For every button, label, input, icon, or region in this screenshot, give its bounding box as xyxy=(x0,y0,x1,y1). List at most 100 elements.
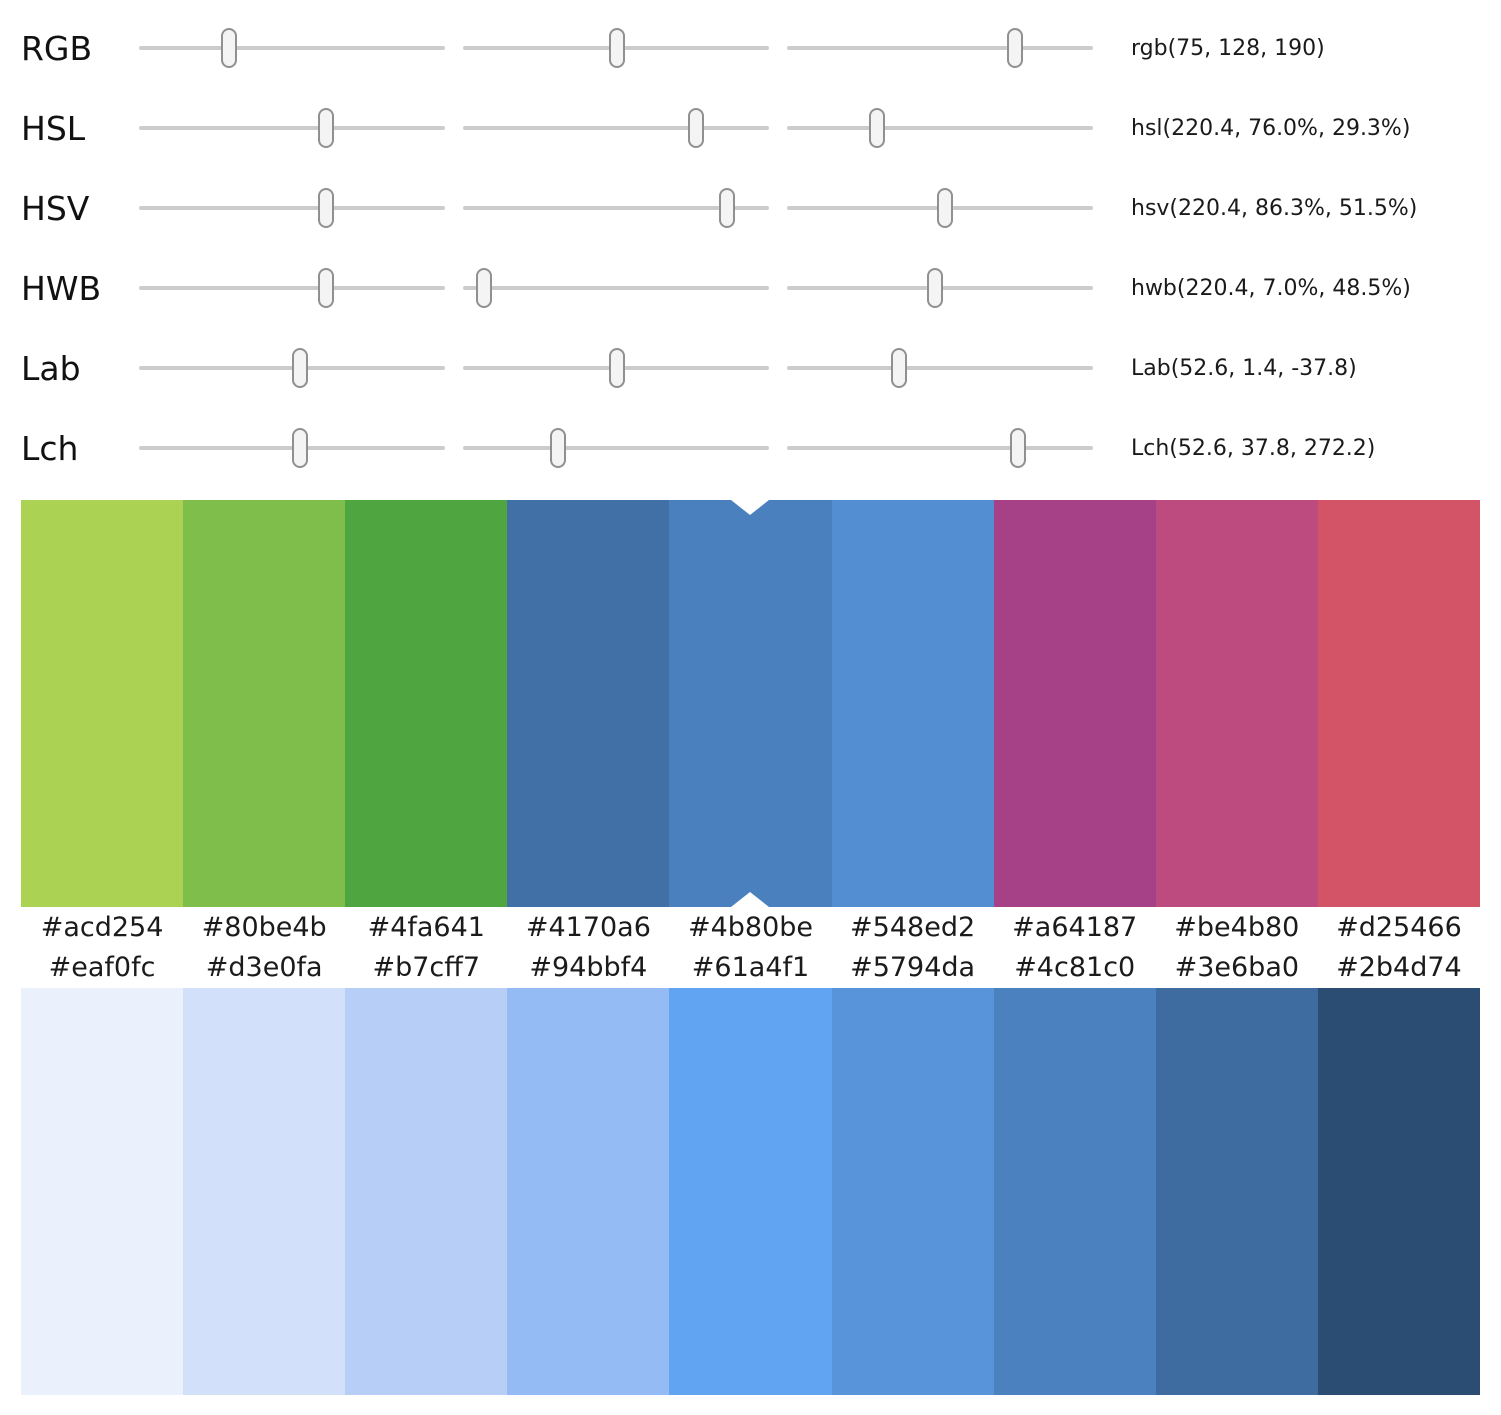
palette-bottom-hex-labels: #eaf0fc #d3e0fa #b7cff7 #94bbf4 #61a4f1 … xyxy=(21,947,1480,988)
slider-thumb[interactable] xyxy=(868,108,885,148)
slider-row-label: HSL xyxy=(21,108,86,148)
slider-track[interactable] xyxy=(787,446,1093,450)
slider-track[interactable] xyxy=(463,206,769,210)
slider-track[interactable] xyxy=(787,126,1093,130)
palette-bottom-swatch[interactable] xyxy=(345,988,508,1395)
selected-indicator-notch-top xyxy=(731,500,770,515)
slider-thumb[interactable] xyxy=(291,428,308,468)
rgb-r-slider[interactable] xyxy=(139,24,445,72)
hsl-l-slider[interactable] xyxy=(787,104,1093,152)
palette-top-hex-labels: #acd254 #80be4b #4fa641 #4170a6 #4b80be … xyxy=(21,907,1480,947)
hex-label: #61a4f1 xyxy=(691,952,810,983)
slider-row-label: Lch xyxy=(21,428,79,468)
hex-label: #be4b80 xyxy=(1174,911,1300,943)
palette-bottom-swatch[interactable] xyxy=(1155,988,1318,1395)
slider-thumb[interactable] xyxy=(291,348,308,388)
hex-label: #d3e0fa xyxy=(205,952,323,983)
slider-thumb[interactable] xyxy=(1010,428,1027,468)
slider-track[interactable] xyxy=(787,366,1093,370)
color-value-text: hsl(220.4, 76.0%, 29.3%) xyxy=(1131,115,1411,141)
palette-top-swatch[interactable] xyxy=(1155,500,1318,907)
palette-bottom-swatch[interactable] xyxy=(993,988,1156,1395)
rgb-g-slider[interactable] xyxy=(463,24,769,72)
hwb-h-slider[interactable] xyxy=(139,264,445,312)
slider-section: RGB rgb(75, 128, 190) HSL xyxy=(0,0,1501,488)
hex-label: #2b4d74 xyxy=(1336,952,1462,983)
hex-label: #3e6ba0 xyxy=(1174,952,1300,983)
palette-top-swatch[interactable] xyxy=(1317,500,1480,907)
palette-bottom-swatch[interactable] xyxy=(507,988,670,1395)
slider-track[interactable] xyxy=(463,446,769,450)
slider-thumb[interactable] xyxy=(687,108,704,148)
slider-row-label: HSV xyxy=(21,188,90,228)
slider-row-label: HWB xyxy=(21,268,102,308)
palette-top xyxy=(21,500,1480,907)
slider-thumb[interactable] xyxy=(719,188,736,228)
slider-thumb[interactable] xyxy=(608,348,625,388)
hex-label: #acd254 xyxy=(40,911,164,943)
palette-bottom-swatch[interactable] xyxy=(21,988,184,1395)
color-value-text: hsv(220.4, 86.3%, 51.5%) xyxy=(1131,195,1418,221)
slider-row-lch: Lch Lch(52.6, 37.8, 272.2) xyxy=(0,408,1501,488)
palette-top-swatch[interactable] xyxy=(831,500,994,907)
slider-thumb[interactable] xyxy=(318,188,335,228)
palette-bottom xyxy=(21,988,1480,1395)
rgb-b-slider[interactable] xyxy=(787,24,1093,72)
palette-bottom-swatch[interactable] xyxy=(669,988,832,1395)
hsv-v-slider[interactable] xyxy=(787,184,1093,232)
lab-b-slider[interactable] xyxy=(787,344,1093,392)
palette-top-swatch[interactable] xyxy=(183,500,346,907)
palette-top-swatch[interactable] xyxy=(21,500,184,907)
palette-bottom-swatch[interactable] xyxy=(1317,988,1480,1395)
slider-thumb[interactable] xyxy=(1006,28,1023,68)
hex-label: #4fa641 xyxy=(367,911,485,943)
slider-row-hsl: HSL hsl(220.4, 76.0%, 29.3%) xyxy=(0,88,1501,168)
slider-thumb[interactable] xyxy=(608,28,625,68)
lch-l-slider[interactable] xyxy=(139,424,445,472)
color-value-text: hwb(220.4, 7.0%, 48.5%) xyxy=(1131,275,1411,301)
slider-row-hsv: HSV hsv(220.4, 86.3%, 51.5%) xyxy=(0,168,1501,248)
hex-label: #a64187 xyxy=(1012,911,1138,943)
hsv-h-slider[interactable] xyxy=(139,184,445,232)
slider-thumb[interactable] xyxy=(936,188,953,228)
slider-row-hwb: HWB hwb(220.4, 7.0%, 48.5%) xyxy=(0,248,1501,328)
palette-bottom-swatch[interactable] xyxy=(183,988,346,1395)
palette-top-swatch[interactable] xyxy=(345,500,508,907)
lch-h-slider[interactable] xyxy=(787,424,1093,472)
lab-l-slider[interactable] xyxy=(139,344,445,392)
hex-label: #eaf0fc xyxy=(48,952,156,983)
slider-thumb[interactable] xyxy=(476,268,493,308)
palette-top-swatch[interactable] xyxy=(993,500,1156,907)
slider-track[interactable] xyxy=(139,126,445,130)
slider-thumb[interactable] xyxy=(318,268,335,308)
palette-top-swatch[interactable] xyxy=(507,500,670,907)
slider-track[interactable] xyxy=(139,46,445,50)
slider-row-label: Lab xyxy=(21,348,81,388)
slider-track[interactable] xyxy=(463,126,769,130)
slider-track[interactable] xyxy=(139,286,445,290)
palette-bottom-swatch[interactable] xyxy=(831,988,994,1395)
hwb-w-slider[interactable] xyxy=(463,264,769,312)
slider-thumb[interactable] xyxy=(318,108,335,148)
slider-thumb[interactable] xyxy=(890,348,907,388)
slider-row-label: RGB xyxy=(21,28,93,68)
slider-thumb[interactable] xyxy=(927,268,944,308)
hsv-s-slider[interactable] xyxy=(463,184,769,232)
hsl-h-slider[interactable] xyxy=(139,104,445,152)
hex-label: #d25466 xyxy=(1336,911,1462,943)
slider-thumb[interactable] xyxy=(220,28,237,68)
hex-label: #80be4b xyxy=(201,911,327,943)
slider-track[interactable] xyxy=(139,206,445,210)
hex-label: #b7cff7 xyxy=(372,952,481,983)
hwb-b-slider[interactable] xyxy=(787,264,1093,312)
slider-thumb[interactable] xyxy=(549,428,566,468)
hex-label: #94bbf4 xyxy=(529,952,648,983)
hsl-s-slider[interactable] xyxy=(463,104,769,152)
lab-a-slider[interactable] xyxy=(463,344,769,392)
palette-top-swatch[interactable] xyxy=(669,500,832,907)
slider-track[interactable] xyxy=(463,286,769,290)
slider-row-lab: Lab Lab(52.6, 1.4, -37.8) xyxy=(0,328,1501,408)
lch-c-slider[interactable] xyxy=(463,424,769,472)
slider-track[interactable] xyxy=(787,46,1093,50)
